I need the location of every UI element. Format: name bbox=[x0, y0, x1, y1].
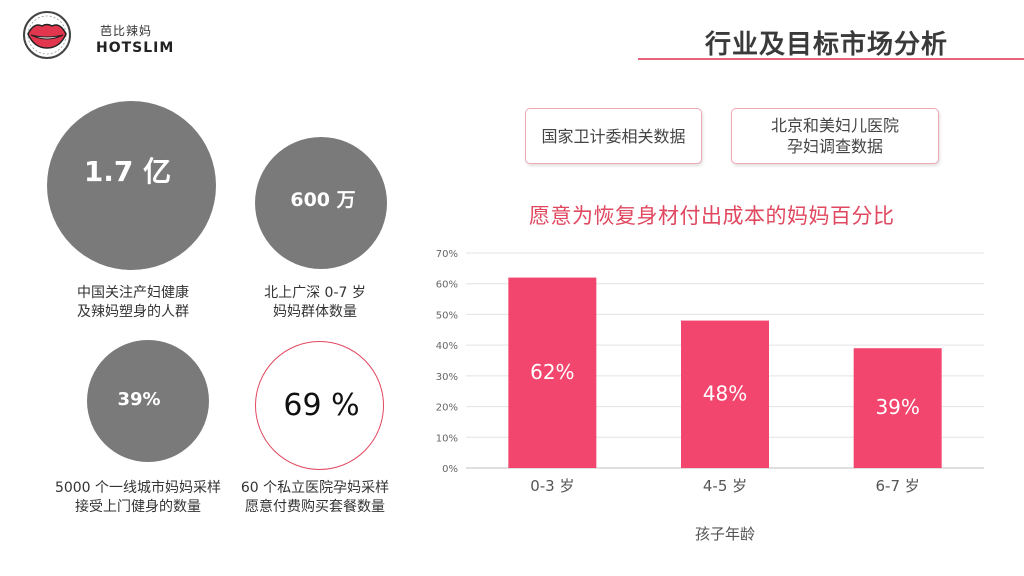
stat-value: 39% bbox=[117, 388, 161, 410]
logo-chinese-text: 芭比辣妈 bbox=[100, 24, 153, 38]
caption-line: 愿意付费购买套餐数量 bbox=[245, 499, 385, 515]
stat-value: 1.7 亿 bbox=[83, 154, 172, 188]
caption-line: 北上广深 0-7 岁 bbox=[264, 285, 366, 301]
stat-caption: 北上广深 0-7 岁 妈妈群体数量 bbox=[230, 284, 400, 322]
y-tick-label: 30% bbox=[436, 372, 458, 383]
x-tick-label: 4-5 岁 bbox=[703, 477, 747, 495]
y-tick-label: 60% bbox=[436, 280, 458, 291]
data-label: 48% bbox=[703, 381, 747, 405]
caption-line: 接受上门健身的数量 bbox=[75, 499, 201, 515]
stat-caption: 5000 个一线城市妈妈采样 接受上门健身的数量 bbox=[28, 479, 248, 517]
stat-circle-mothers: 600 万 bbox=[255, 137, 387, 269]
stat-circle-home-fitness: 39% bbox=[87, 340, 209, 462]
x-tick-label: 6-7 岁 bbox=[876, 477, 920, 495]
stat-caption: 60 个私立医院孕妈采样 愿意付费购买套餐数量 bbox=[230, 479, 400, 517]
bar bbox=[508, 277, 597, 468]
page-title: 行业及目标市场分析 bbox=[704, 30, 948, 60]
source-box-hospital-survey: 北京和美妇儿医院 孕妇调查数据 bbox=[731, 108, 939, 164]
caption-line: 及辣妈塑身的人群 bbox=[77, 304, 189, 320]
stat-circle-paid-package: 69 % bbox=[255, 341, 384, 470]
stat-circle-population: 1.7 亿 bbox=[47, 101, 216, 270]
x-tick-label: 0-3 岁 bbox=[530, 477, 574, 495]
x-axis-label: 孩子年龄 bbox=[695, 525, 755, 543]
y-tick-label: 20% bbox=[436, 403, 458, 414]
source-text: 北京和美妇儿医院 bbox=[770, 116, 899, 135]
caption-line: 5000 个一线城市妈妈采样 bbox=[54, 480, 222, 496]
bar bbox=[853, 348, 942, 468]
data-label: 62% bbox=[530, 360, 574, 384]
stat-caption: 中国关注产妇健康 及辣妈塑身的人群 bbox=[48, 284, 218, 322]
y-tick-label: 70% bbox=[436, 249, 458, 260]
stat-value: 600 万 bbox=[290, 188, 356, 211]
bar-chart: 0% 10% 20% 30% 40% 50% 60% 70% 62% 0-3 岁 48% 4-5 岁 3… bbox=[436, 249, 984, 543]
lips-logo-icon bbox=[23, 11, 71, 59]
y-tick-label: 0% bbox=[442, 464, 458, 475]
source-text: 国家卫计委相关数据 bbox=[541, 126, 686, 146]
caption-line: 60 个私立医院孕妈采样 bbox=[240, 480, 390, 496]
caption-line: 中国关注产妇健康 bbox=[77, 285, 189, 301]
source-text: 孕妇调查数据 bbox=[786, 137, 883, 156]
source-box-health-commission: 国家卫计委相关数据 bbox=[525, 108, 702, 164]
stat-value: 69 % bbox=[283, 388, 360, 423]
data-label: 39% bbox=[875, 395, 919, 419]
caption-line: 妈妈群体数量 bbox=[273, 304, 357, 320]
brand-logo: 芭比辣妈 HOTSLIM bbox=[20, 10, 173, 62]
title-underline bbox=[638, 58, 1024, 60]
y-tick-label: 40% bbox=[436, 341, 458, 352]
y-tick-label: 10% bbox=[436, 433, 458, 444]
y-tick-label: 50% bbox=[436, 310, 458, 321]
bar bbox=[681, 320, 769, 468]
logo-english-text: HOTSLIM bbox=[96, 40, 175, 56]
chart-title: 愿意为恢复身材付出成本的妈妈百分比 bbox=[529, 204, 895, 228]
